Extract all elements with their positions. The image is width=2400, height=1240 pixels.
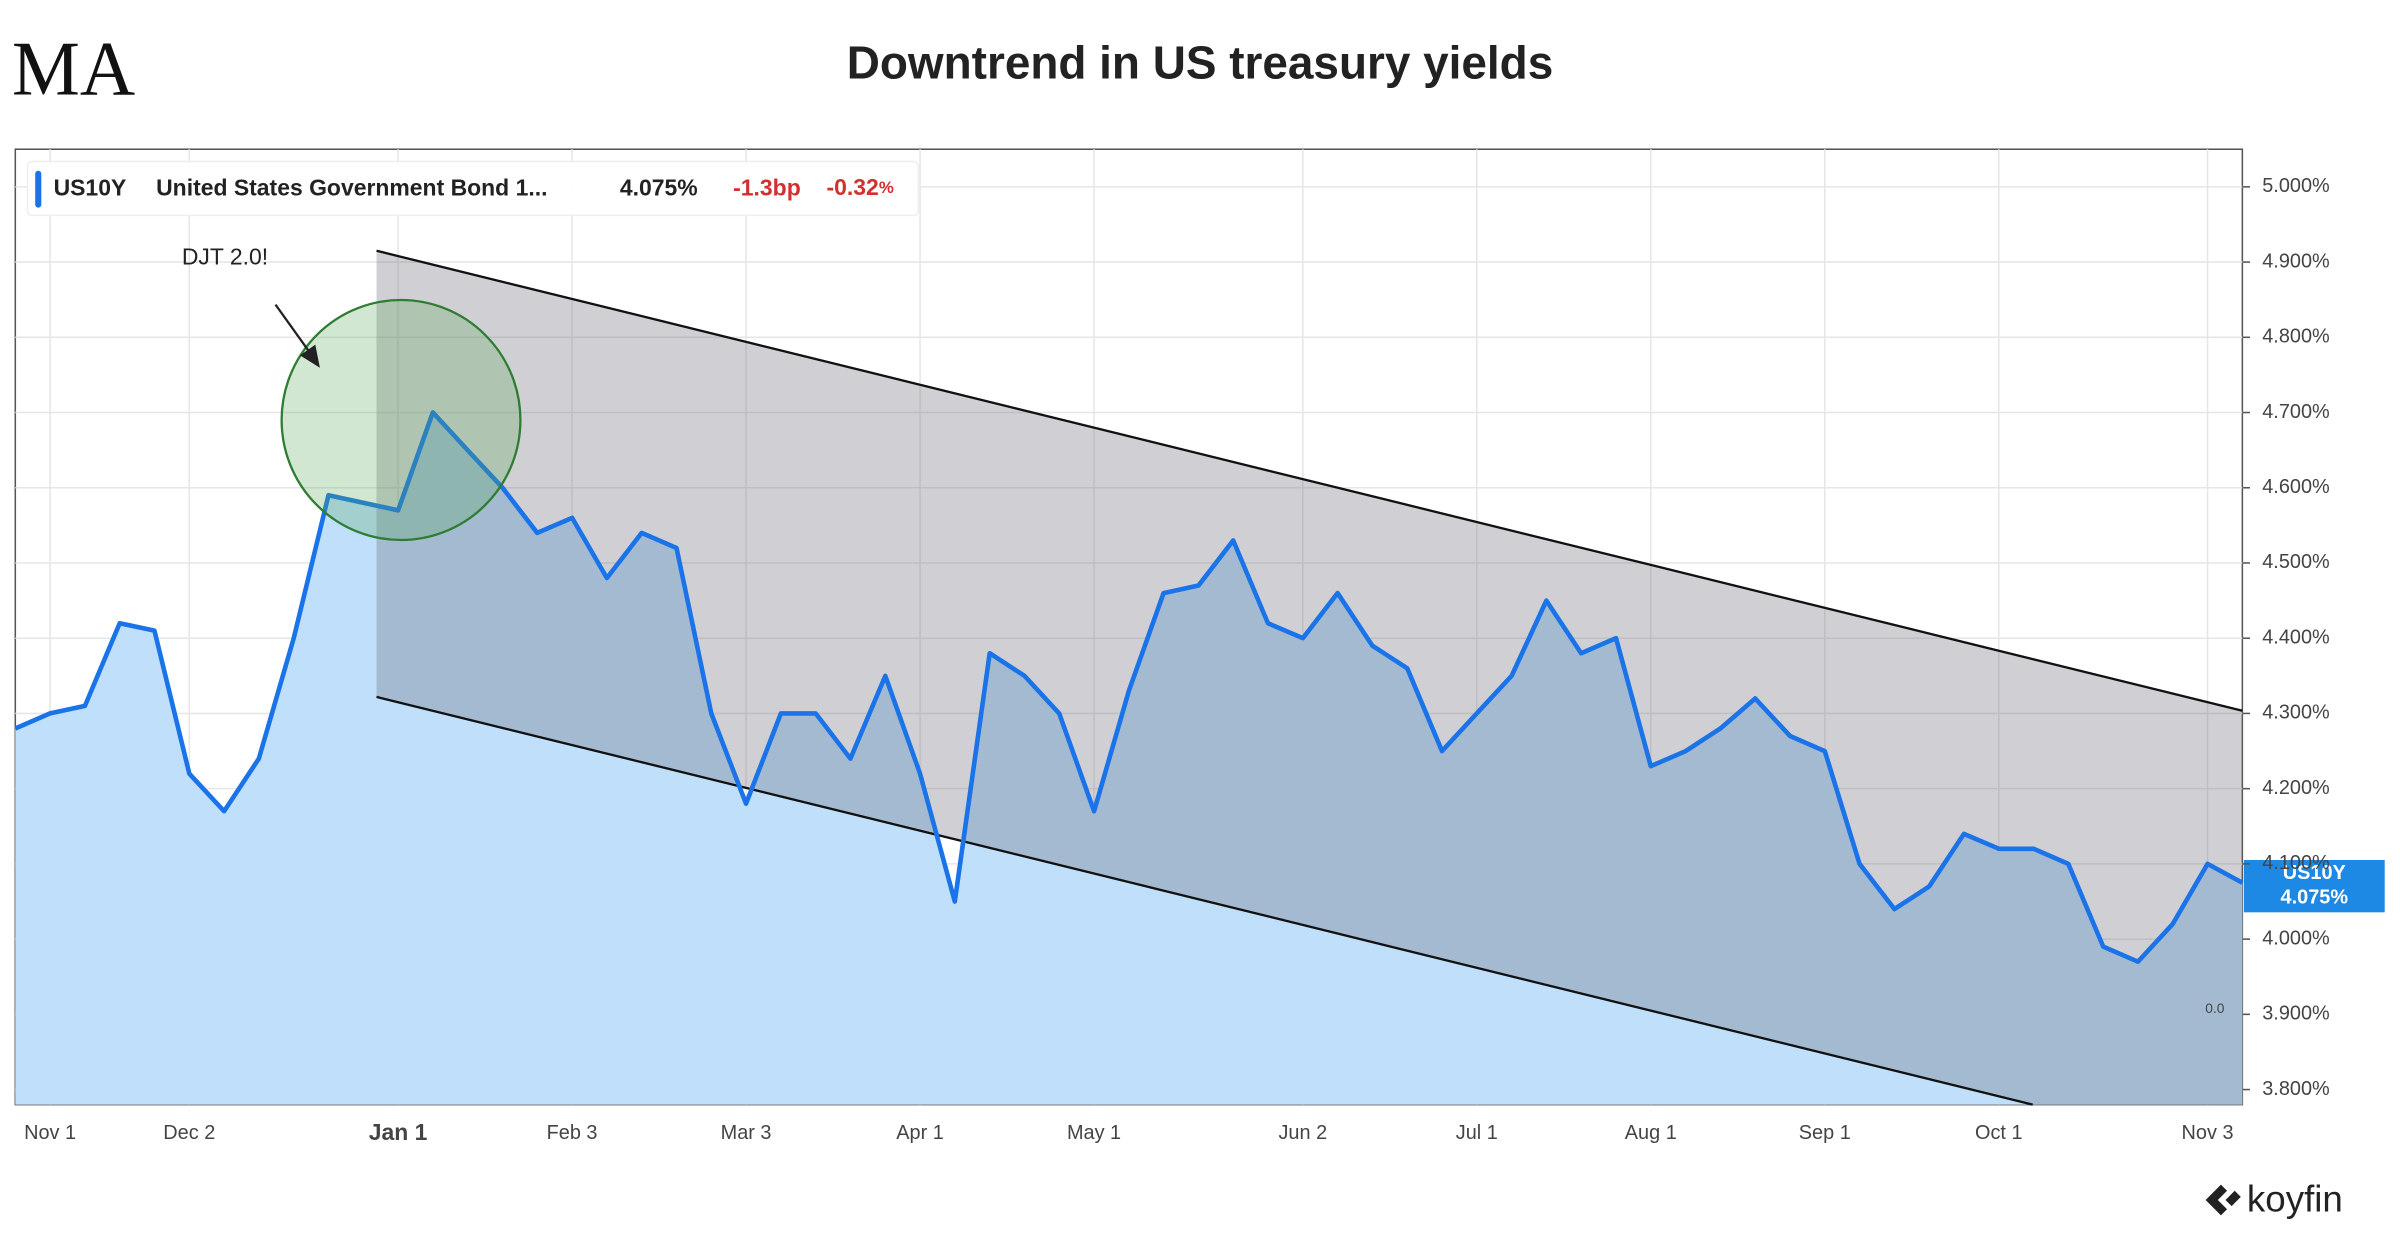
logo: MA [12, 26, 135, 111]
price-tag-ticker: US10Y [2283, 862, 2346, 884]
arrow [274, 303, 312, 355]
y-tick-label: 4.000% [2262, 927, 2330, 949]
y-tick-label: 4.200% [2262, 777, 2330, 799]
x-tick-label: Oct 1 [1975, 1122, 2023, 1144]
legend-name: United States Government Bond 1... [156, 174, 547, 200]
trend-channel [376, 250, 2243, 1105]
legend-ticker: US10Y [54, 174, 127, 200]
y-tick-label: 4.600% [2262, 476, 2330, 498]
x-tick-label: Feb 3 [547, 1122, 598, 1144]
y-tick-label: 4.700% [2262, 401, 2330, 423]
x-tick-label: Mar 3 [721, 1122, 772, 1144]
y-tick-label: 4.400% [2262, 626, 2330, 648]
pane-label: 0.0 [2205, 1000, 2224, 1016]
area [15, 412, 2243, 1105]
pct-number: -0.32 [827, 174, 879, 200]
brand: koyfin [2247, 1178, 2343, 1219]
y-tick-label: 3.900% [2262, 1003, 2330, 1025]
chart-title: Downtrend in US treasury yields [847, 36, 1553, 88]
price-tag-value: 4.075% [2281, 887, 2349, 909]
x-tick-label: May 1 [1067, 1122, 1121, 1144]
y-tick-label: 4.100% [2262, 852, 2330, 874]
arrow-head [300, 344, 320, 368]
y-tick-label: 4.500% [2262, 551, 2330, 573]
x-tick-label: Dec 2 [163, 1122, 215, 1144]
x-tick-label: Jan 1 [369, 1119, 428, 1145]
line [14, 410, 2244, 964]
x-tick-label: Jun 2 [1278, 1122, 1327, 1144]
legend-swatch [35, 170, 42, 208]
lines [14, 410, 2244, 964]
legend-change: -1.3bp [733, 174, 801, 200]
x-tick-label: Aug 1 [1625, 1122, 1677, 1144]
y-tick-label: 3.800% [2262, 1078, 2330, 1100]
price-tag [2243, 860, 2385, 913]
channel-lower [376, 695, 2033, 1106]
y-tick-label: 4.800% [2262, 326, 2330, 348]
marks [15, 412, 2243, 1105]
legend [26, 160, 920, 217]
pct-sign: % [879, 179, 894, 198]
x-tick-label: Nov 3 [2182, 1122, 2234, 1144]
y-tick-label: 5.000% [2262, 175, 2330, 197]
x-tick-label: Sep 1 [1799, 1122, 1851, 1144]
annotation: DJT 2.0! [182, 244, 268, 270]
x-tick-label: Nov 1 [24, 1122, 76, 1144]
legend-last: 4.075% [620, 174, 698, 200]
legend-change-pct: -0.32% [827, 174, 894, 200]
brand-icon [2205, 1184, 2241, 1216]
highlight-circle [280, 298, 522, 542]
y-tick-label: 4.900% [2262, 250, 2330, 272]
channel-upper [376, 249, 2243, 712]
x-tick-label: Apr 1 [896, 1122, 944, 1144]
y-tick-label: 4.300% [2262, 702, 2330, 724]
x-tick-label: Jul 1 [1456, 1122, 1498, 1144]
